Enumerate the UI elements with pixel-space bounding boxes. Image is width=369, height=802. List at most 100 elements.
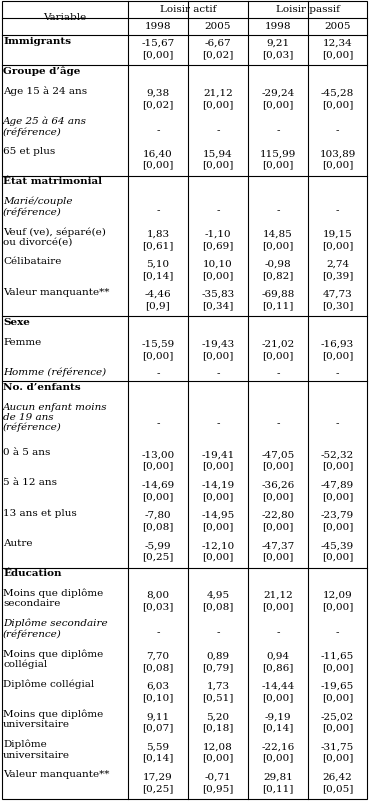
- Text: [0,00]: [0,00]: [262, 754, 294, 763]
- Text: 65 et plus: 65 et plus: [3, 147, 55, 156]
- Text: -9,19: -9,19: [265, 712, 291, 721]
- Text: Loisir passif: Loisir passif: [276, 5, 339, 14]
- Text: 5,20: 5,20: [206, 712, 230, 721]
- Text: -11,65: -11,65: [321, 652, 354, 661]
- Text: [0,00]: [0,00]: [322, 522, 353, 531]
- Text: Diplôme secondaire
(référence): Diplôme secondaire (référence): [3, 619, 108, 639]
- Text: [0,00]: [0,00]: [322, 663, 353, 672]
- Text: 12,08: 12,08: [203, 743, 233, 751]
- Text: [0,00]: [0,00]: [202, 100, 234, 109]
- Text: Moins que diplôme
universitaire: Moins que diplôme universitaire: [3, 710, 103, 729]
- Text: -19,43: -19,43: [201, 340, 235, 349]
- Text: -14,44: -14,44: [261, 682, 294, 691]
- Text: [0,05]: [0,05]: [322, 784, 353, 793]
- Text: [0,00]: [0,00]: [202, 522, 234, 531]
- Text: 8,00: 8,00: [146, 591, 170, 600]
- Text: -: -: [216, 206, 220, 215]
- Text: -13,00: -13,00: [141, 451, 175, 460]
- Text: 5 à 12 ans: 5 à 12 ans: [3, 478, 57, 488]
- Text: [0,00]: [0,00]: [202, 492, 234, 501]
- Text: No. d’enfants: No. d’enfants: [3, 383, 80, 392]
- Text: [0,03]: [0,03]: [142, 602, 174, 611]
- Text: -21,02: -21,02: [261, 340, 294, 349]
- Text: 2005: 2005: [205, 22, 231, 31]
- Text: -47,37: -47,37: [261, 541, 294, 550]
- Text: 103,89: 103,89: [319, 149, 356, 159]
- Text: -: -: [276, 419, 280, 428]
- Text: Aucun enfant moins
de 19 ans
(référence): Aucun enfant moins de 19 ans (référence): [3, 403, 108, 432]
- Text: [0,30]: [0,30]: [322, 302, 353, 310]
- Text: [0,00]: [0,00]: [262, 241, 294, 249]
- Text: [0,86]: [0,86]: [262, 663, 294, 672]
- Text: -45,39: -45,39: [321, 541, 354, 550]
- Text: [0,00]: [0,00]: [262, 602, 294, 611]
- Text: Valeur manquante**: Valeur manquante**: [3, 770, 109, 780]
- Text: [0,00]: [0,00]: [322, 462, 353, 471]
- Text: -16,93: -16,93: [321, 340, 354, 349]
- Text: [0,25]: [0,25]: [142, 784, 174, 793]
- Text: [0,00]: [0,00]: [262, 160, 294, 169]
- Text: -: -: [216, 628, 220, 637]
- Text: -: -: [336, 628, 339, 637]
- Text: [0,00]: [0,00]: [202, 462, 234, 471]
- Text: Femme: Femme: [3, 338, 41, 346]
- Text: Moins que diplôme
collégial: Moins que diplôme collégial: [3, 649, 103, 670]
- Text: [0,14]: [0,14]: [142, 271, 174, 280]
- Text: 5,59: 5,59: [146, 743, 170, 751]
- Text: [0,14]: [0,14]: [142, 754, 174, 763]
- Text: [0,00]: [0,00]: [142, 351, 174, 360]
- Text: [0,14]: [0,14]: [262, 723, 294, 732]
- Text: [0,11]: [0,11]: [262, 784, 294, 793]
- Text: 10,10: 10,10: [203, 260, 233, 269]
- Text: 6,03: 6,03: [146, 682, 170, 691]
- Text: -0,98: -0,98: [265, 260, 291, 269]
- Text: Valeur manquante**: Valeur manquante**: [3, 288, 109, 297]
- Text: 9,11: 9,11: [146, 712, 170, 721]
- Text: [0,00]: [0,00]: [322, 602, 353, 611]
- Text: [0,00]: [0,00]: [262, 462, 294, 471]
- Text: -: -: [276, 628, 280, 637]
- Text: -47,89: -47,89: [321, 480, 354, 490]
- Text: [0,61]: [0,61]: [142, 241, 174, 249]
- Text: 15,94: 15,94: [203, 149, 233, 159]
- Text: -69,88: -69,88: [261, 290, 294, 299]
- Text: [0,69]: [0,69]: [202, 241, 234, 249]
- Text: [0,07]: [0,07]: [142, 723, 174, 732]
- Text: Age 15 à 24 ans: Age 15 à 24 ans: [3, 87, 87, 96]
- Text: -7,80: -7,80: [145, 511, 171, 520]
- Text: [0,00]: [0,00]: [202, 351, 234, 360]
- Text: -22,80: -22,80: [261, 511, 294, 520]
- Text: -: -: [336, 126, 339, 135]
- Text: -4,46: -4,46: [145, 290, 171, 299]
- Text: -31,75: -31,75: [321, 743, 354, 751]
- Text: 4,95: 4,95: [206, 591, 230, 600]
- Text: -: -: [336, 370, 339, 379]
- Text: [0,03]: [0,03]: [262, 51, 294, 59]
- Text: -: -: [156, 126, 160, 135]
- Text: -14,19: -14,19: [201, 480, 235, 490]
- Text: -12,10: -12,10: [201, 541, 235, 550]
- Text: [0,00]: [0,00]: [322, 693, 353, 702]
- Text: [0,18]: [0,18]: [202, 723, 234, 732]
- Text: [0,00]: [0,00]: [142, 51, 174, 59]
- Text: -: -: [156, 370, 160, 379]
- Text: 21,12: 21,12: [203, 89, 233, 98]
- Text: [0,00]: [0,00]: [322, 160, 353, 169]
- Text: -15,67: -15,67: [141, 39, 175, 48]
- Text: Immigrants: Immigrants: [3, 37, 71, 46]
- Text: 12,09: 12,09: [323, 591, 352, 600]
- Text: 9,21: 9,21: [266, 39, 290, 48]
- Text: Éducation: Éducation: [3, 569, 62, 578]
- Text: -14,95: -14,95: [201, 511, 235, 520]
- Text: [0,34]: [0,34]: [202, 302, 234, 310]
- Text: [0,10]: [0,10]: [142, 693, 174, 702]
- Text: [0,82]: [0,82]: [262, 271, 294, 280]
- Text: Groupe d’âge: Groupe d’âge: [3, 67, 80, 76]
- Text: 26,42: 26,42: [323, 772, 352, 782]
- Text: Célibataire: Célibataire: [3, 257, 61, 266]
- Text: -52,32: -52,32: [321, 451, 354, 460]
- Text: 0 à 5 ans: 0 à 5 ans: [3, 448, 51, 457]
- Text: -: -: [216, 419, 220, 428]
- Text: [0,00]: [0,00]: [202, 553, 234, 561]
- Text: [0,00]: [0,00]: [262, 351, 294, 360]
